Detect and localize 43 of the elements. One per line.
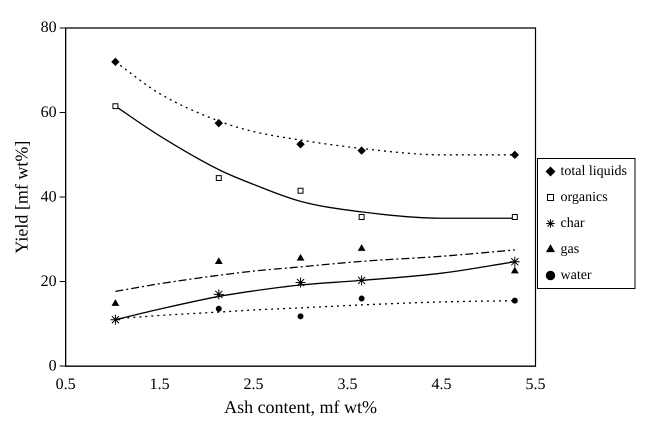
point (356, 274, 368, 286)
point (112, 300, 119, 306)
point (358, 214, 365, 220)
point (213, 288, 224, 300)
point (358, 146, 366, 155)
x-tick-label: 3.5 (338, 376, 358, 394)
point (297, 254, 304, 261)
y-tick-label: 20 (40, 272, 57, 290)
point (512, 298, 518, 304)
x-axis-title: Ash content, mf wt% (224, 396, 378, 417)
x-tick-label: 4.5 (432, 376, 452, 394)
y-tick-label: 40 (40, 188, 57, 206)
point (111, 58, 120, 66)
legend-label: organics (560, 190, 608, 206)
point (511, 267, 518, 274)
legend-label: char (560, 216, 585, 232)
legend-label: water (560, 268, 592, 284)
point (358, 244, 366, 251)
legend-label: total liquids (560, 164, 627, 180)
point (512, 214, 518, 220)
legend-label: gas (560, 242, 580, 258)
point (216, 175, 222, 182)
point (110, 314, 121, 326)
point (215, 258, 222, 264)
y-tick-label: 80 (40, 19, 57, 36)
point (298, 188, 304, 194)
point (112, 103, 118, 110)
point (296, 140, 305, 148)
y-tick-label: 60 (40, 104, 57, 121)
line-series (114, 249, 516, 292)
point (510, 150, 519, 159)
y-tick-label: 0 (48, 357, 57, 374)
y-axis-title: Yield [mf wt%] (12, 140, 32, 254)
point (216, 306, 222, 312)
x-tick-label: 5.5 (526, 376, 546, 394)
x-tick-label: 1.5 (150, 376, 170, 394)
x-tick-label: 2.5 (244, 376, 264, 394)
point (295, 276, 306, 288)
point (298, 313, 304, 320)
point (509, 256, 520, 268)
point (214, 119, 223, 128)
x-tick-label: 0.5 (56, 376, 76, 394)
point (358, 296, 365, 302)
